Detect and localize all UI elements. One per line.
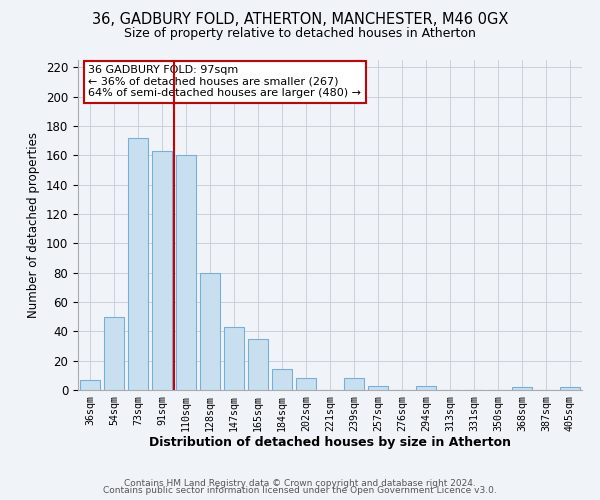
Bar	[512, 387, 532, 390]
Bar	[224, 327, 244, 390]
Bar	[368, 386, 388, 390]
Bar	[176, 156, 196, 390]
Y-axis label: Number of detached properties: Number of detached properties	[28, 132, 40, 318]
Bar	[152, 151, 172, 390]
Text: 36 GADBURY FOLD: 97sqm
← 36% of detached houses are smaller (267)
64% of semi-de: 36 GADBURY FOLD: 97sqm ← 36% of detached…	[88, 65, 361, 98]
Bar	[80, 380, 100, 390]
Bar	[248, 338, 268, 390]
Bar	[296, 378, 316, 390]
Bar	[560, 387, 580, 390]
Text: Size of property relative to detached houses in Atherton: Size of property relative to detached ho…	[124, 28, 476, 40]
Bar	[104, 316, 124, 390]
Text: 36, GADBURY FOLD, ATHERTON, MANCHESTER, M46 0GX: 36, GADBURY FOLD, ATHERTON, MANCHESTER, …	[92, 12, 508, 28]
Bar	[128, 138, 148, 390]
Text: Contains HM Land Registry data © Crown copyright and database right 2024.: Contains HM Land Registry data © Crown c…	[124, 478, 476, 488]
Text: Contains public sector information licensed under the Open Government Licence v3: Contains public sector information licen…	[103, 486, 497, 495]
Bar	[416, 386, 436, 390]
Bar	[272, 370, 292, 390]
Bar	[200, 272, 220, 390]
X-axis label: Distribution of detached houses by size in Atherton: Distribution of detached houses by size …	[149, 436, 511, 450]
Bar	[344, 378, 364, 390]
